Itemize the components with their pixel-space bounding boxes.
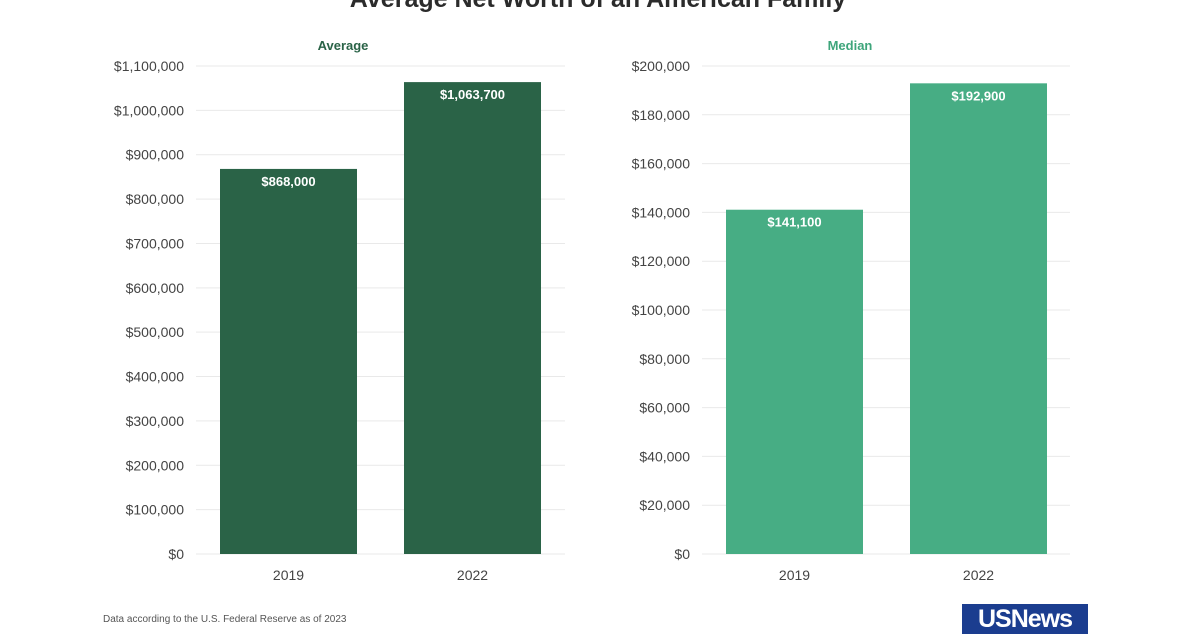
- average-bar-2019: [220, 168, 357, 554]
- average-y-tick-label: $1,000,000: [114, 102, 184, 118]
- average-y-tick-label: $400,000: [126, 369, 185, 385]
- median-y-tick-label: $60,000: [639, 400, 690, 416]
- median-y-tick-label: $160,000: [632, 156, 691, 172]
- source-footnote: Data according to the U.S. Federal Reser…: [103, 614, 347, 625]
- chart-main-title: Average Net Worth of an American Family: [0, 0, 1196, 14]
- median-y-tick-label: $140,000: [632, 204, 691, 220]
- median-y-tick-label: $40,000: [639, 448, 690, 464]
- median-y-tick-label: $80,000: [639, 351, 690, 367]
- median-y-tick-label: $100,000: [632, 302, 691, 318]
- median-data-label: $141,100: [767, 215, 821, 230]
- average-x-tick-label: 2022: [457, 567, 488, 583]
- median-x-tick-label: 2019: [779, 567, 810, 583]
- median-x-tick-label: 2022: [963, 567, 994, 583]
- average-x-tick-label: 2019: [273, 567, 304, 583]
- average-bar-2022: [404, 82, 541, 554]
- median-y-tick-label: $180,000: [632, 107, 691, 123]
- average-chart-title: Average: [318, 38, 369, 53]
- average-y-tick-label: $1,100,000: [114, 58, 184, 74]
- average-y-tick-label: $200,000: [126, 457, 185, 473]
- average-y-tick-label: $600,000: [126, 280, 185, 296]
- median-data-label: $192,900: [951, 88, 1005, 103]
- average-y-tick-label: $300,000: [126, 413, 185, 429]
- median-chart-title: Median: [828, 38, 873, 53]
- average-data-label: $868,000: [261, 174, 315, 189]
- average-y-tick-label: $100,000: [126, 502, 185, 518]
- median-y-tick-label: $200,000: [632, 58, 691, 74]
- usnews-logo: USNews: [962, 604, 1088, 634]
- median-y-tick-label: $20,000: [639, 497, 690, 513]
- average-data-label: $1,063,700: [440, 87, 505, 102]
- average-y-tick-label: $500,000: [126, 324, 185, 340]
- average-y-tick-label: $800,000: [126, 191, 185, 207]
- median-y-tick-label: $0: [674, 546, 690, 562]
- average-y-tick-label: $0: [168, 546, 184, 562]
- median-bar-2019: [726, 209, 863, 554]
- median-y-tick-label: $120,000: [632, 253, 691, 269]
- average-y-tick-label: $900,000: [126, 147, 185, 163]
- average-y-tick-label: $700,000: [126, 235, 185, 251]
- median-bar-2022: [910, 83, 1047, 554]
